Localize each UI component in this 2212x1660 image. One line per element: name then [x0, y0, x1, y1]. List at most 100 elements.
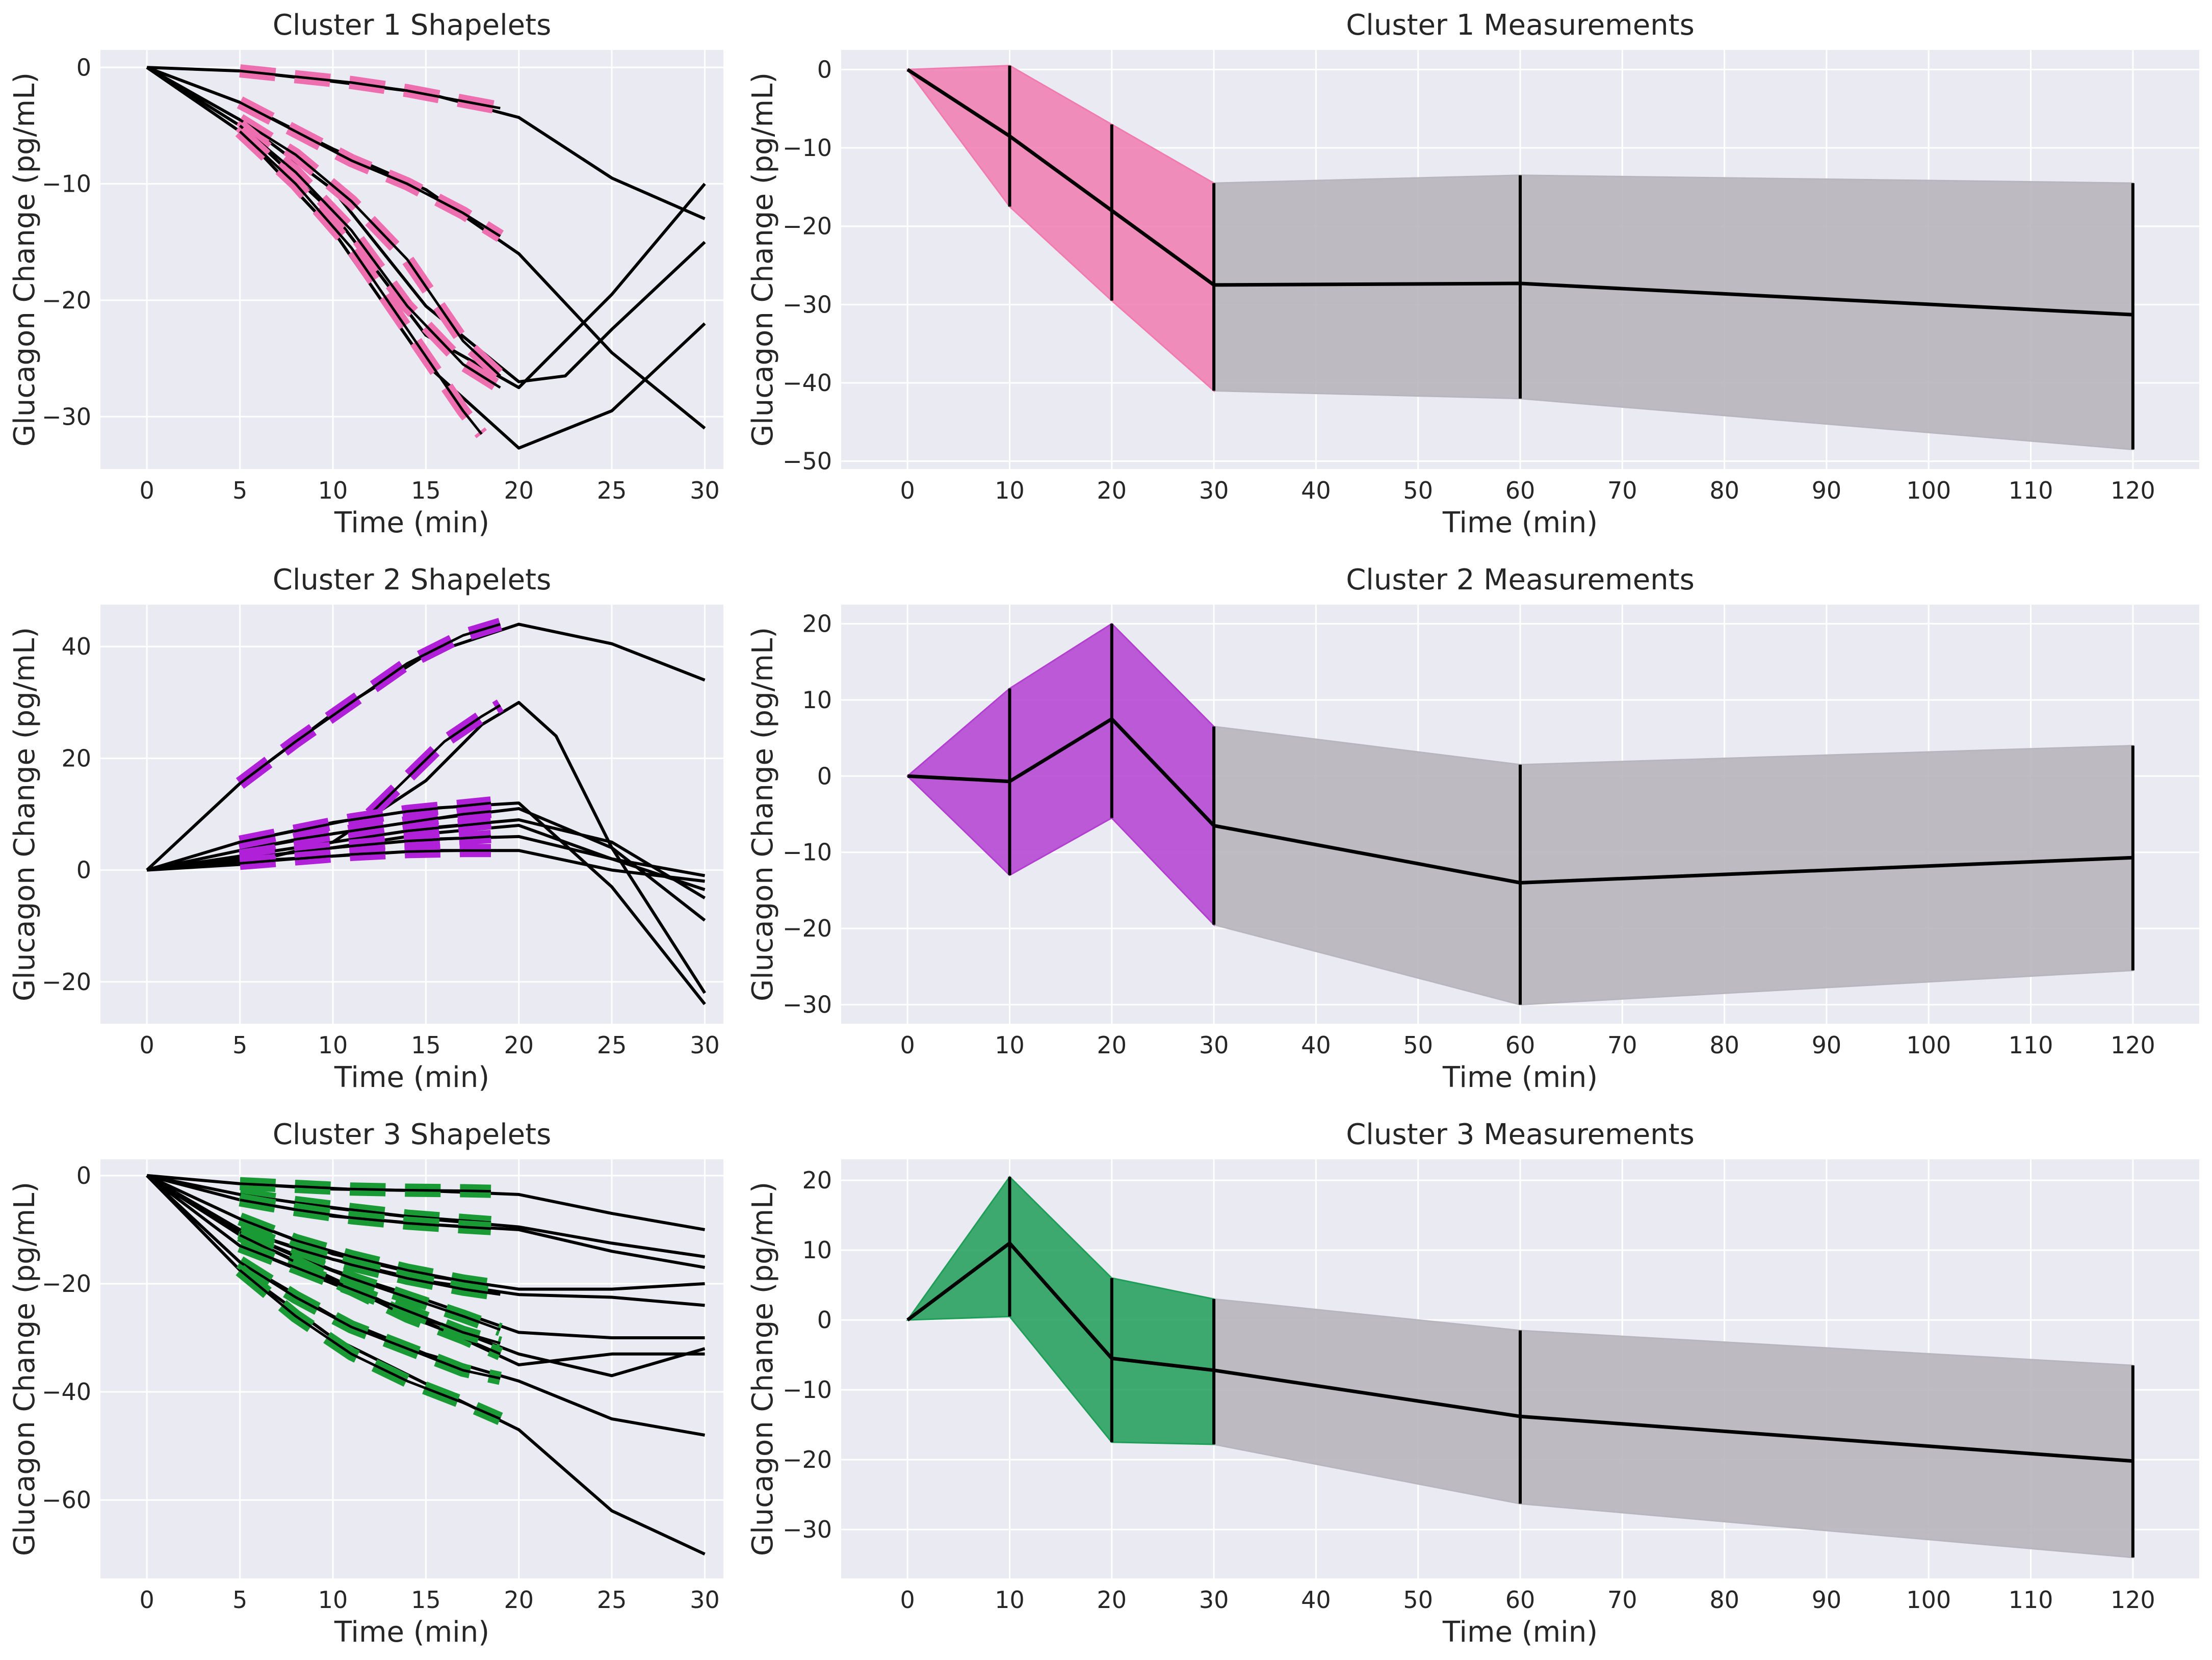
x-tick-label: 110 — [2009, 1586, 2053, 1614]
x-axis-label: Time (min) — [1442, 1061, 1598, 1094]
x-tick-label: 50 — [1403, 1031, 1433, 1059]
y-axis-label: Glucagon Change (pg/mL) — [8, 72, 41, 447]
x-tick-label: 70 — [1607, 1031, 1637, 1059]
shapelet-center-line — [239, 1269, 501, 1420]
y-tick-label: −20 — [783, 213, 832, 240]
plot-marks — [146, 1174, 706, 1556]
x-tick-label: 20 — [504, 1586, 534, 1614]
chart-panel-shapelets-cluster-1: 0 5 10 15 20 25 30 0 −10 −20 −30 Cluster 1 Shapelet… — [8, 9, 723, 539]
x-tick-label: 0 — [900, 1586, 915, 1614]
shapelet-center-line — [239, 1217, 501, 1288]
y-tick-label: −10 — [783, 1376, 832, 1404]
mean-line — [906, 68, 2133, 317]
shapelet-center-line — [239, 1228, 501, 1296]
y-axis-label: Glucagon Change (pg/mL) — [746, 72, 779, 447]
x-tick-label: 15 — [411, 1586, 441, 1614]
x-tick-label: 30 — [1199, 477, 1229, 504]
chart-title: Cluster 2 Measurements — [1346, 563, 1695, 596]
x-tick-label: 90 — [1812, 1586, 1842, 1614]
x-tick-label: 60 — [1505, 1586, 1536, 1614]
y-tick-label: 0 — [817, 1306, 832, 1334]
x-tick-label: 10 — [318, 1031, 348, 1059]
x-tick-label: 80 — [1709, 1586, 1739, 1614]
y-axis-label: Glucagon Change (pg/mL) — [8, 627, 41, 1001]
x-tick-label: 20 — [1097, 1031, 1127, 1059]
chart-title: Cluster 3 Shapelets — [273, 1118, 552, 1151]
x-tick-label: 0 — [900, 1031, 915, 1059]
y-tick-label: 10 — [802, 1236, 832, 1264]
shapelet-center-line — [240, 810, 491, 852]
y-tick-label: −10 — [42, 170, 91, 198]
x-tick-label: 120 — [2111, 1586, 2155, 1614]
x-tick-label: 90 — [1812, 1031, 1842, 1059]
plot-marks — [906, 1175, 2135, 1559]
x-tick-label: 30 — [1199, 1586, 1229, 1614]
shapelet-center-line — [239, 623, 501, 785]
y-tick-label: 0 — [76, 1162, 91, 1189]
y-tick-label: −50 — [783, 448, 832, 475]
y-tick-label: 40 — [61, 633, 91, 660]
chart-panel-measurements-cluster-3: 0 10 20 30 40 50 60 70 80 90 100 110 12020100−10−20−… — [746, 1118, 2199, 1649]
x-tick-label: 40 — [1301, 477, 1331, 504]
y-tick-label: −30 — [783, 991, 832, 1019]
shapelet-center-line — [239, 118, 502, 377]
shapelet-center-line — [240, 849, 491, 865]
x-tick-label: 30 — [690, 1586, 720, 1614]
shapelet-center-line — [240, 69, 501, 110]
x-tick-label: 0 — [140, 1031, 154, 1059]
shapelet-center-line — [239, 124, 501, 389]
y-tick-label: 20 — [61, 744, 91, 772]
x-tick-label: 30 — [690, 477, 720, 504]
shapelet-center-line — [240, 1199, 491, 1230]
chart-panel-shapelets-cluster-3: 0 5 10 15 20 25 30 0 −20 −40 −60 Cluster 3 Shapelet… — [8, 1118, 723, 1649]
x-tick-label: 100 — [1906, 1031, 1951, 1059]
shapelet-center-line — [239, 130, 483, 435]
x-tick-label: 20 — [504, 477, 534, 504]
x-tick-label: 60 — [1505, 477, 1536, 504]
x-tick-label: 25 — [597, 1586, 627, 1614]
y-axis-label: Glucagon Change (pg/mL) — [746, 627, 779, 1001]
y-tick-label: −30 — [783, 1516, 832, 1543]
mean-line — [907, 717, 2133, 885]
x-tick-label: 60 — [1505, 1031, 1536, 1059]
y-tick-label: −20 — [42, 968, 91, 996]
x-axis-label: Time (min) — [334, 1616, 489, 1649]
mean-line — [906, 1241, 2133, 1463]
y-tick-label: −30 — [42, 403, 91, 430]
x-tick-label: 20 — [504, 1031, 534, 1059]
shapelet-center-line — [240, 1182, 491, 1193]
y-tick-label: 10 — [802, 686, 832, 714]
x-tick-label: 110 — [2009, 1031, 2053, 1059]
y-tick-label: −10 — [783, 839, 832, 866]
x-tick-label: 20 — [1097, 1586, 1127, 1614]
y-axis-label: Glucagon Change (pg/mL) — [8, 1182, 41, 1556]
x-tick-label: 100 — [1906, 477, 1951, 504]
x-tick-label: 10 — [995, 1586, 1025, 1614]
x-tick-label: 5 — [232, 477, 247, 504]
shapelet-center-line — [239, 1244, 501, 1345]
y-tick-label: −40 — [42, 1378, 91, 1406]
y-tick-label: 0 — [76, 54, 91, 81]
shapelet-center-line — [240, 801, 491, 844]
x-tick-label: 20 — [1097, 477, 1127, 504]
x-axis-label: Time (min) — [334, 1061, 489, 1094]
chart-title: Cluster 1 Shapelets — [273, 9, 552, 42]
shapelet-center-line — [240, 835, 491, 861]
x-tick-label: 25 — [597, 477, 627, 504]
y-tick-label: −10 — [783, 134, 832, 162]
x-tick-label: 25 — [597, 1031, 627, 1059]
x-tick-label: 15 — [411, 477, 441, 504]
x-tick-label: 10 — [995, 477, 1025, 504]
x-tick-label: 10 — [318, 1586, 348, 1614]
shapelet-center-line — [369, 704, 501, 815]
y-tick-label: 0 — [817, 762, 832, 790]
x-tick-label: 30 — [1199, 1031, 1229, 1059]
x-tick-label: 30 — [690, 1031, 720, 1059]
y-tick-label: 0 — [817, 56, 832, 83]
y-tick-label: −40 — [783, 369, 832, 397]
shapelet-center-line — [239, 1261, 501, 1380]
shapelet-center-line — [239, 101, 501, 238]
y-tick-label: −60 — [42, 1486, 91, 1514]
plot-marks — [146, 617, 707, 1005]
